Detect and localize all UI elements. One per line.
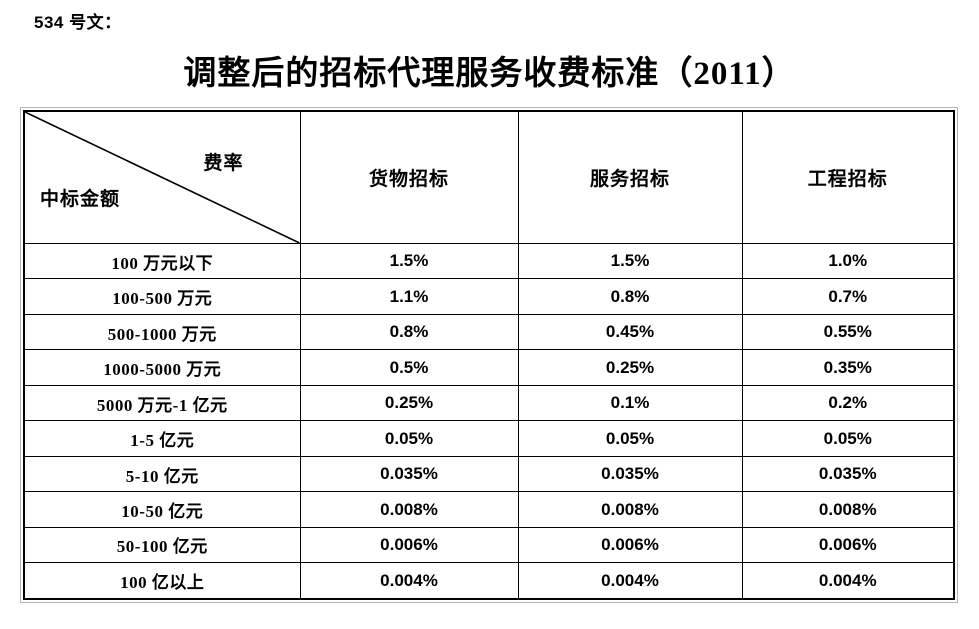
corner-cell: 费率 中标金额 <box>23 110 301 244</box>
rate-cell-works: 0.35% <box>741 349 955 386</box>
rate-cell-works: 0.55% <box>741 313 955 351</box>
rate-cell-works: 0.05% <box>741 420 955 457</box>
rate-cell-works: 0.035% <box>741 455 955 493</box>
diagonal-line <box>25 112 300 243</box>
rate-cell-goods: 0.006% <box>299 526 519 564</box>
column-header-works: 工程招标 <box>741 110 955 244</box>
table-row: 1000-5000 万元 0.5% 0.25% 0.35% <box>23 349 955 386</box>
table-row: 10-50 亿元 0.008% 0.008% 0.008% <box>23 491 955 528</box>
amount-cell: 1000-5000 万元 <box>23 349 301 386</box>
table-row: 5-10 亿元 0.035% 0.035% 0.035% <box>23 455 955 493</box>
header-row: 费率 中标金额 货物招标 服务招标 工程招标 <box>23 110 955 244</box>
amount-cell: 1-5 亿元 <box>23 420 301 457</box>
fee-standard-table: 费率 中标金额 货物招标 服务招标 工程招标 100 万元以下 1.5% 1.5… <box>20 107 958 603</box>
amount-cell: 100 亿以上 <box>23 562 301 600</box>
rate-cell-goods: 0.035% <box>299 455 519 493</box>
rate-cell-services: 0.05% <box>517 420 743 457</box>
rate-cell-goods: 1.5% <box>299 242 519 280</box>
rate-cell-works: 0.008% <box>741 491 955 528</box>
rate-cell-works: 1.0% <box>741 242 955 280</box>
table-row: 100 亿以上 0.004% 0.004% 0.004% <box>23 562 955 600</box>
corner-label-rate: 费率 <box>203 153 244 174</box>
rate-cell-works: 0.2% <box>741 384 955 422</box>
table-row: 100-500 万元 1.1% 0.8% 0.7% <box>23 278 955 315</box>
rate-cell-services: 0.006% <box>517 526 743 564</box>
rate-cell-goods: 0.25% <box>299 384 519 422</box>
table-row: 5000 万元-1 亿元 0.25% 0.1% 0.2% <box>23 384 955 422</box>
rate-cell-services: 0.1% <box>517 384 743 422</box>
doc-number-label: 534 号文： <box>34 13 122 32</box>
column-header-services: 服务招标 <box>517 110 743 244</box>
rate-cell-goods: 0.5% <box>299 349 519 386</box>
rate-cell-works: 0.004% <box>741 562 955 600</box>
amount-cell: 10-50 亿元 <box>23 491 301 528</box>
rate-cell-services: 0.45% <box>517 313 743 351</box>
rate-cell-goods: 0.8% <box>299 313 519 351</box>
corner-label-amount: 中标金额 <box>40 189 121 210</box>
table-row: 1-5 亿元 0.05% 0.05% 0.05% <box>23 420 955 457</box>
page-title: 调整后的招标代理服务收费标准（2011） <box>183 56 796 92</box>
rate-cell-works: 0.006% <box>741 526 955 564</box>
rate-cell-goods: 1.1% <box>299 278 519 315</box>
rate-cell-goods: 0.05% <box>299 420 519 457</box>
amount-cell: 50-100 亿元 <box>23 526 301 564</box>
amount-cell: 100-500 万元 <box>23 278 301 315</box>
rate-cell-goods: 0.004% <box>299 562 519 600</box>
column-header-goods: 货物招标 <box>299 110 519 244</box>
rate-cell-goods: 0.008% <box>299 491 519 528</box>
rate-cell-services: 0.004% <box>517 562 743 600</box>
rate-cell-works: 0.7% <box>741 278 955 315</box>
amount-cell: 500-1000 万元 <box>23 313 301 351</box>
amount-cell: 100 万元以下 <box>23 242 301 280</box>
amount-cell: 5-10 亿元 <box>23 455 301 493</box>
rate-cell-services: 0.8% <box>517 278 743 315</box>
rate-cell-services: 0.008% <box>517 491 743 528</box>
amount-cell: 5000 万元-1 亿元 <box>23 384 301 422</box>
rate-cell-services: 1.5% <box>517 242 743 280</box>
table-row: 100 万元以下 1.5% 1.5% 1.0% <box>23 242 955 280</box>
table-row: 50-100 亿元 0.006% 0.006% 0.006% <box>23 526 955 564</box>
rate-cell-services: 0.25% <box>517 349 743 386</box>
rate-cell-services: 0.035% <box>517 455 743 493</box>
table-row: 500-1000 万元 0.8% 0.45% 0.55% <box>23 313 955 351</box>
